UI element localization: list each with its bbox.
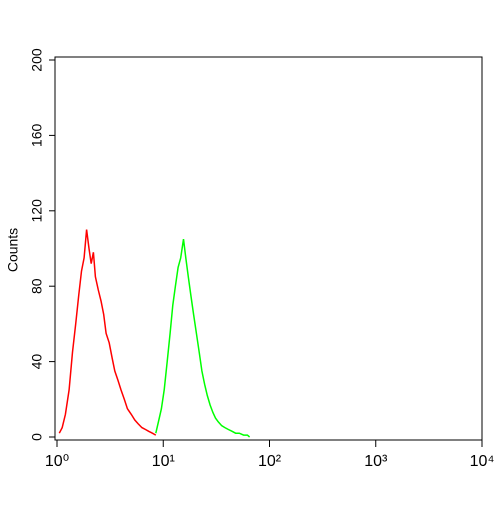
x-tick-label: 10⁴ bbox=[470, 453, 495, 470]
y-tick-label: 80 bbox=[29, 278, 45, 294]
histogram-line bbox=[58, 229, 157, 436]
y-axis-label: Counts bbox=[5, 228, 21, 272]
histogram-line bbox=[155, 238, 251, 438]
x-tick-label: 10² bbox=[258, 453, 282, 470]
x-tick-label: 10⁰ bbox=[45, 453, 69, 470]
plot-frame bbox=[54, 56, 483, 441]
x-tick-label: 10³ bbox=[364, 453, 388, 470]
x-tick-label: 10¹ bbox=[152, 453, 175, 470]
y-tick-label: 200 bbox=[29, 48, 45, 72]
y-tick-label: 120 bbox=[29, 199, 45, 223]
y-tick-label: 160 bbox=[29, 124, 45, 148]
y-tick-label: 0 bbox=[29, 433, 45, 441]
y-tick-label: 40 bbox=[29, 354, 45, 370]
